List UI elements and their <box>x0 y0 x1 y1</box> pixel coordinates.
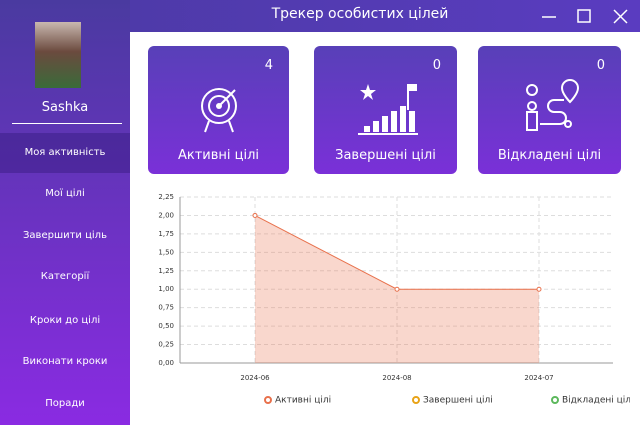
point <box>394 286 400 292</box>
card-icon <box>200 88 237 133</box>
point <box>252 212 258 218</box>
nav-item[interactable]: Завершити ціль <box>23 230 107 241</box>
stat-card[interactable]: 4 Активні цілі <box>148 46 289 174</box>
x-tick-label: 2024-08 <box>382 374 411 382</box>
y-tick-label: 1,25 <box>158 267 174 275</box>
y-tick-label: 1,00 <box>158 285 174 293</box>
x-tick-label: 2024-06 <box>240 374 270 382</box>
legend-label: Завершені цілі <box>423 396 493 406</box>
x-tick-label: 2024-07 <box>524 374 553 382</box>
card-icon <box>525 78 579 131</box>
user-name: Sashka <box>41 100 89 115</box>
card-label: Відкладені цілі <box>497 148 602 163</box>
window-title: Трекер особистих цілей <box>271 6 449 22</box>
y-tick-label: 1,75 <box>158 230 174 238</box>
nav-item[interactable]: Моя активність <box>0 133 130 173</box>
nav-item[interactable]: Поради <box>45 398 85 409</box>
y-tick-label: 2,25 <box>158 193 174 201</box>
card-icon <box>357 84 418 135</box>
card-count: 0 <box>596 58 605 73</box>
stat-card[interactable]: 0 Завершені цілі <box>314 46 457 174</box>
legend-label: Активні цілі <box>275 396 331 406</box>
y-tick-label: 0,25 <box>158 341 174 349</box>
card-count: 0 <box>432 58 441 73</box>
nav-item[interactable]: Кроки до цілі <box>29 315 101 326</box>
card-label: Завершені цілі <box>335 148 436 163</box>
nav-item[interactable]: Категорії <box>40 271 90 282</box>
window-controls[interactable] <box>530 0 640 32</box>
y-tick-label: 2,00 <box>158 211 174 219</box>
y-tick-label: 0,50 <box>158 322 174 330</box>
nav-item[interactable]: Виконати кроки <box>22 356 108 367</box>
avatar <box>35 22 81 88</box>
card-label: Активні цілі <box>177 148 260 163</box>
y-tick-label: 0,75 <box>158 304 174 312</box>
y-tick-label: 1,50 <box>158 248 174 256</box>
separator <box>12 123 122 124</box>
legend-marker <box>551 396 559 404</box>
point <box>536 286 542 292</box>
stat-card[interactable]: 0 Відкладені цілі <box>478 46 621 174</box>
y-tick-label: 0,00 <box>158 359 174 367</box>
nav-item[interactable]: Мої цілі <box>45 188 85 199</box>
legend-label: Відкладені цілі <box>562 396 630 406</box>
legend-marker <box>412 396 420 404</box>
card-count: 4 <box>264 58 273 73</box>
legend-marker <box>264 396 272 404</box>
chart: 0,00 0,25 0,50 0,75 1,00 1,25 1,50 1,75 2,00 2,25… <box>158 193 630 406</box>
sidebar: Sashka Моя активність Мої цілі Завершити ц… <box>0 0 130 425</box>
